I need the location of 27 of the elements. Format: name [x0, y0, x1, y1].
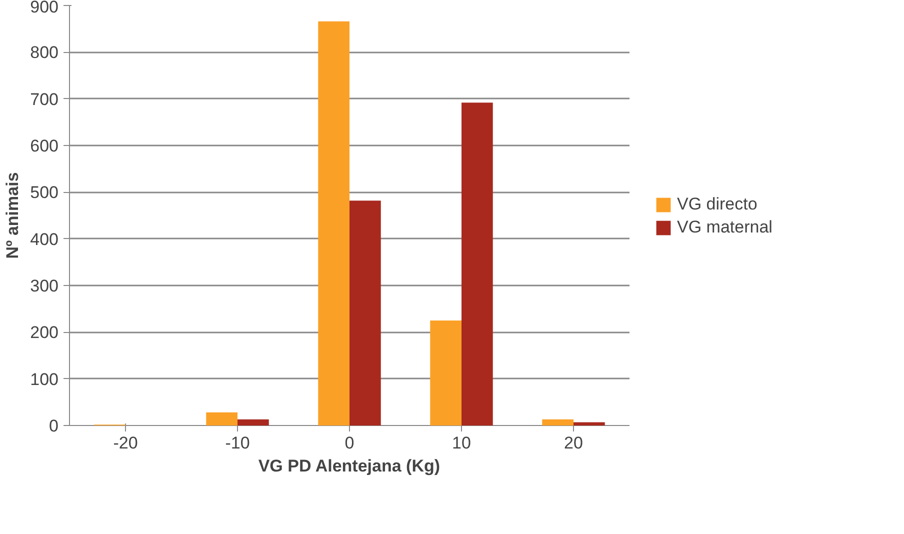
- y-axis-title: Nº animais: [3, 172, 22, 259]
- y-tick-label: 500: [30, 183, 59, 202]
- bar: [318, 21, 350, 426]
- bar: [430, 320, 462, 426]
- x-tick-label: 10: [452, 434, 471, 452]
- legend-label: VG maternal: [677, 218, 772, 238]
- y-tick-label: 800: [30, 43, 59, 62]
- bar: [206, 412, 238, 426]
- y-tick-label: 200: [30, 323, 59, 342]
- y-tick-label: 700: [30, 90, 59, 109]
- bar: [462, 102, 493, 426]
- x-tick-label: -10: [225, 434, 250, 452]
- bar: [238, 419, 269, 426]
- x-tick-label: 20: [564, 434, 583, 452]
- y-tick-label: 100: [30, 370, 59, 389]
- x-tick-label: -20: [113, 434, 138, 452]
- bar: [350, 200, 381, 426]
- y-tick-label: 600: [30, 136, 59, 156]
- legend-label: VG directo: [677, 194, 758, 214]
- bar: [542, 419, 574, 426]
- y-tick-label: 0: [49, 416, 59, 436]
- bar: [574, 422, 605, 426]
- y-tick-label: 400: [30, 230, 59, 249]
- y-tick-label: 900: [30, 0, 59, 16]
- x-axis-title: VG PD Alentejana (Kg): [258, 456, 440, 476]
- x-tick-label: 0: [344, 434, 354, 452]
- y-tick-label: 300: [30, 276, 59, 296]
